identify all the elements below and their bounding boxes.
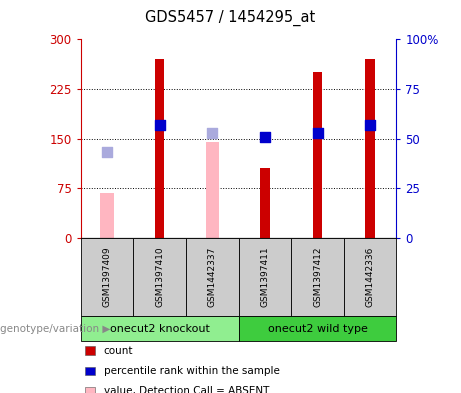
Point: [261, 133, 269, 140]
Point: [208, 129, 216, 136]
Text: GSM1397409: GSM1397409: [102, 247, 112, 307]
Text: GSM1397411: GSM1397411: [260, 247, 269, 307]
Text: percentile rank within the sample: percentile rank within the sample: [104, 366, 280, 376]
Text: genotype/variation ▶: genotype/variation ▶: [0, 323, 110, 334]
Text: GSM1442337: GSM1442337: [208, 247, 217, 307]
Bar: [313, 72, 322, 238]
Text: count: count: [104, 345, 133, 356]
Point: [156, 121, 163, 128]
Text: onecut2 knockout: onecut2 knockout: [110, 323, 210, 334]
Point: [103, 149, 111, 156]
Point: [314, 129, 321, 136]
Text: value, Detection Call = ABSENT: value, Detection Call = ABSENT: [104, 386, 269, 393]
Text: GDS5457 / 1454295_at: GDS5457 / 1454295_at: [145, 10, 316, 26]
Text: GSM1397412: GSM1397412: [313, 247, 322, 307]
Bar: [366, 59, 375, 238]
Text: onecut2 wild type: onecut2 wild type: [267, 323, 367, 334]
Bar: [206, 142, 219, 238]
Bar: [260, 168, 270, 238]
Bar: [100, 193, 113, 238]
Text: GSM1397410: GSM1397410: [155, 247, 164, 307]
Text: GSM1442336: GSM1442336: [366, 247, 375, 307]
Bar: [155, 59, 165, 238]
Point: [366, 121, 374, 128]
